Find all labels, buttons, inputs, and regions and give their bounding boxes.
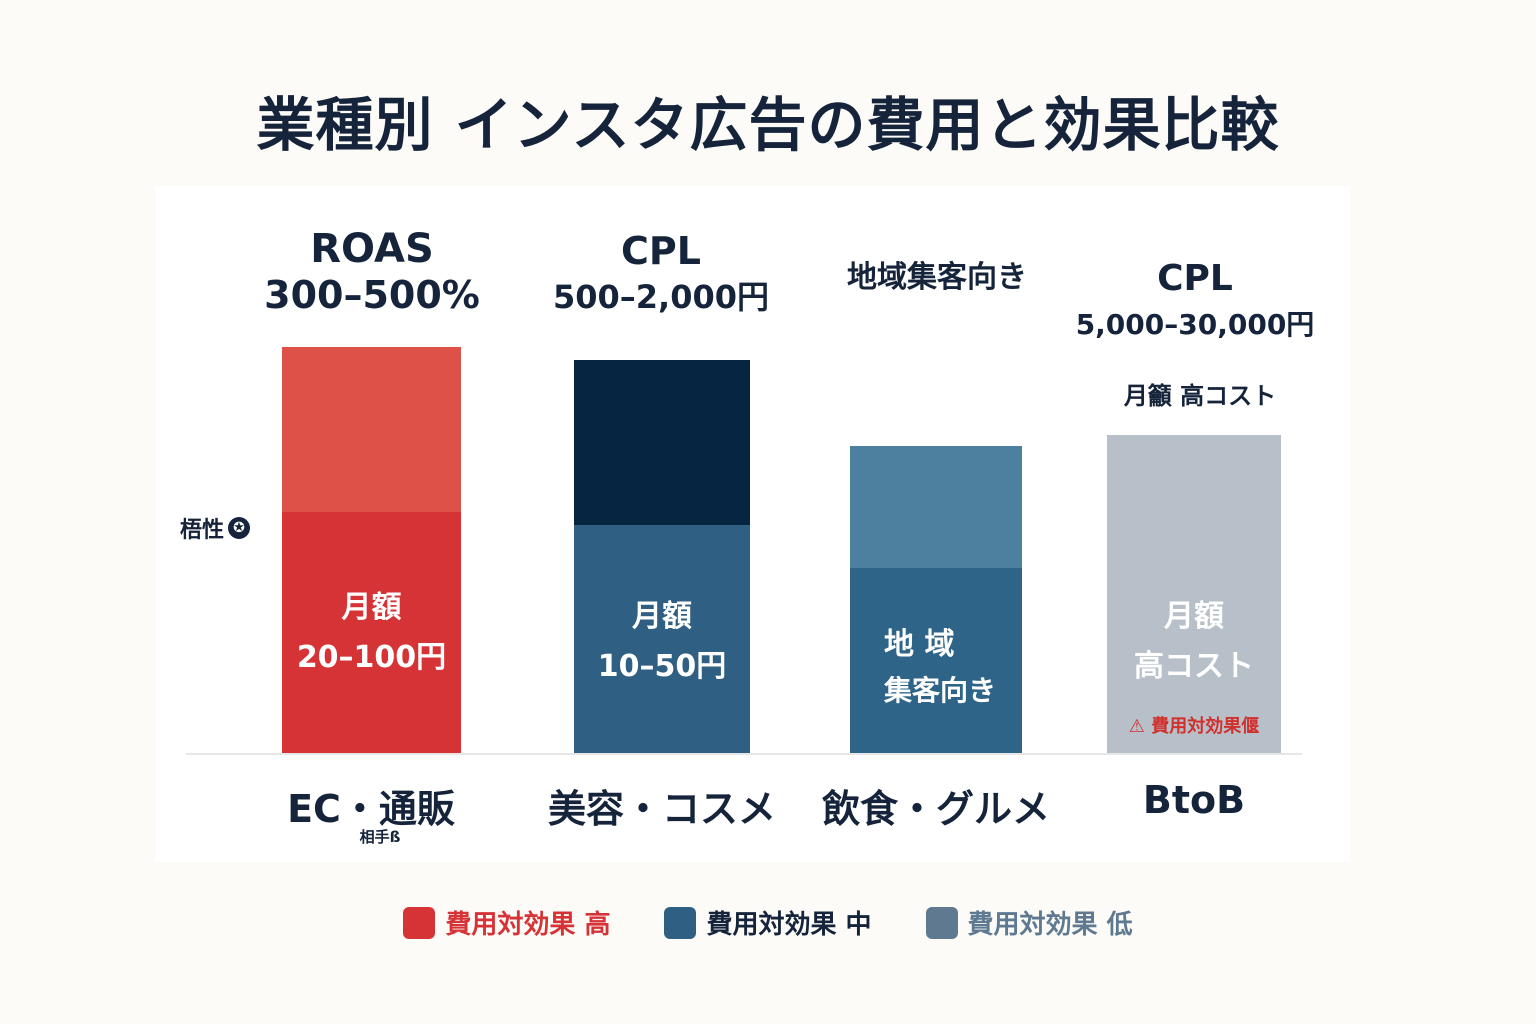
legend-item-high: 費用対効果 高 bbox=[403, 904, 610, 941]
bar-food-inner-line-1: 地 域 bbox=[884, 627, 955, 662]
category-label-btob: BtoB bbox=[1142, 778, 1246, 822]
bar-beauty-lower bbox=[574, 525, 750, 754]
legend-label-high: 費用対効果 高 bbox=[445, 910, 611, 940]
category-label-ec: EC・通販 bbox=[287, 787, 455, 831]
bar-btob-inner-label: 月額 高コスト bbox=[1107, 592, 1281, 692]
x-axis-baseline bbox=[186, 753, 1302, 755]
legend-label-mid: 費用対効果 中 bbox=[706, 910, 872, 940]
bar-btob-top-line-2: 5,000–30,000円 bbox=[1075, 308, 1315, 341]
bar-ec-top-label: ROAS 300–500% bbox=[236, 226, 508, 318]
bar-btob-warning: ⚠ 費用対効果偃 bbox=[1128, 716, 1260, 737]
bar-btob-top-line-1: CPL bbox=[1157, 258, 1233, 299]
bar-ec-inner-line-1: 月額 bbox=[341, 590, 402, 625]
bar-ec-top-line-1: ROAS bbox=[310, 226, 434, 272]
legend: 費用対効果 高 費用対効果 中 費用対効果 低 bbox=[0, 904, 1536, 941]
category-label-food: 飲食・グルメ bbox=[821, 787, 1050, 831]
bar-beauty-top-line-2: 500–2,000円 bbox=[552, 278, 770, 316]
bar-food bbox=[850, 446, 1022, 754]
legend-swatch-mid bbox=[664, 906, 697, 939]
bar-ec bbox=[282, 347, 461, 754]
legend-item-low: 費用対効果 低 bbox=[925, 904, 1133, 941]
bar-food-top-label: 地域集客向き bbox=[810, 258, 1064, 298]
bar-beauty bbox=[574, 360, 750, 754]
bar-food-inner-label: 地 域 集客向き bbox=[860, 622, 1012, 714]
bar-btob-top-label: CPL 5,000–30,000円 bbox=[1060, 256, 1330, 348]
side-note-text: 梧性 bbox=[180, 518, 225, 543]
category-sublabel-ec: 相手ß bbox=[359, 828, 401, 846]
bar-food-top-line-1: 地域集客向き bbox=[847, 260, 1027, 295]
bar-beauty-top-line-1: CPL bbox=[621, 229, 701, 273]
legend-item-mid: 費用対効果 中 bbox=[664, 904, 872, 941]
bar-btob-inner-line-1: 月額 bbox=[1164, 599, 1224, 634]
bar-beauty-upper bbox=[574, 360, 750, 525]
legend-swatch-high bbox=[403, 906, 436, 939]
bar-beauty-inner-label: 月額 10–50円 bbox=[574, 592, 750, 692]
bar-beauty-inner-line-1: 月額 bbox=[632, 599, 692, 634]
legend-swatch-low bbox=[925, 906, 958, 939]
bar-food-lower bbox=[850, 568, 1022, 754]
bar-ec-inner-line-2: 20–100円 bbox=[296, 640, 447, 675]
bar-beauty-inner-line-2: 10–50円 bbox=[597, 649, 727, 684]
bar-ec-inner-label: 月額 20–100円 bbox=[282, 583, 461, 683]
bar-btob-note-label: 月籲 高コスト bbox=[1123, 382, 1277, 410]
bar-food-upper bbox=[850, 446, 1022, 568]
bar-btob bbox=[1107, 435, 1281, 754]
bar-ec-lower bbox=[282, 512, 461, 754]
side-note: 梧性 ✪ bbox=[180, 512, 251, 544]
bar-beauty-top-label: CPL 500–2,000円 bbox=[520, 228, 802, 320]
bar-food-inner-line-2: 集客向き bbox=[884, 674, 997, 707]
legend-label-low: 費用対効果 低 bbox=[967, 910, 1133, 940]
chart-title: 業種別 インスタ広告の費用と効果比較 bbox=[256, 91, 1280, 159]
bar-btob-inner-line-2: 高コスト bbox=[1134, 649, 1254, 684]
star-icon: ✪ bbox=[228, 517, 251, 539]
bar-ec-upper bbox=[282, 347, 461, 512]
category-label-beauty: 美容・コスメ bbox=[547, 787, 776, 831]
bar-ec-top-line-2: 300–500% bbox=[264, 273, 480, 317]
